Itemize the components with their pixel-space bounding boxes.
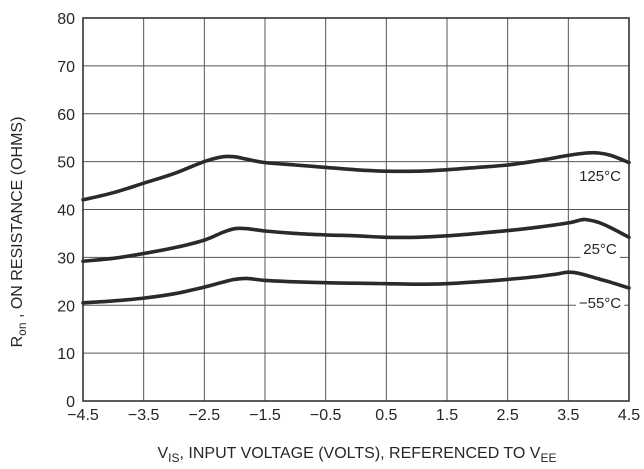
x-tick-label: 4.5 [618, 407, 640, 424]
series-label-minus55c: −55°C [579, 295, 621, 312]
series-label-125c: 125°C [579, 168, 621, 185]
series-label-background [576, 167, 625, 186]
y-axis-title-subscript: on [15, 323, 29, 336]
x-tick-label: 0.5 [375, 407, 397, 424]
x-tick-labels: −4.5 −3.5 −2.5 −1.5 −0.5 0.5 1.5 2.5 3.5 4.5 [67, 407, 640, 424]
y-tick-label: 80 [57, 11, 75, 28]
x-tick-label: −3.5 [128, 407, 160, 424]
x-tick-label: −1.5 [249, 407, 281, 424]
x-tick-label: −0.5 [310, 407, 342, 424]
x-axis-title-subscript: IS [168, 451, 179, 465]
y-tick-label: 40 [57, 203, 75, 220]
y-tick-label: 10 [57, 346, 75, 363]
series-label-background [575, 294, 625, 313]
x-axis-title-rest: , INPUT VOLTAGE (VOLTS), REFERENCED TO V [180, 445, 541, 462]
plot-frame [82, 17, 630, 402]
y-tick-label: 30 [57, 250, 75, 267]
series-line-minus55c [81, 270, 631, 305]
grid [83, 18, 629, 401]
y-axis-title-main: R [9, 336, 26, 348]
series-line-25c [81, 217, 631, 263]
x-axis-title-subscript-2: EE [540, 451, 556, 465]
series-label-background [580, 240, 620, 259]
x-tick-label: 1.5 [436, 407, 458, 424]
y-axis-title: Ron , ON RESISTANCE (OHMS) [9, 117, 29, 348]
y-tick-label: 20 [57, 298, 75, 315]
y-tick-labels: 0 10 20 30 40 50 60 70 80 [57, 11, 75, 411]
series-line-125c [81, 150, 631, 202]
y-axis-title-rest: , ON RESISTANCE (OHMS) [9, 117, 26, 323]
x-tick-label: −2.5 [189, 407, 221, 424]
x-axis-title-main: V [158, 445, 169, 462]
series-label-25c: 25°C [583, 241, 617, 258]
x-axis-title: VIS, INPUT VOLTAGE (VOLTS), REFERENCED T… [158, 445, 557, 465]
x-tick-label: 3.5 [557, 407, 579, 424]
x-tick-label: 2.5 [497, 407, 519, 424]
series-labels: 125°C 25°C −55°C [575, 167, 625, 313]
y-tick-label: 60 [57, 107, 75, 124]
series-group [81, 150, 631, 305]
y-tick-label: 50 [57, 155, 75, 172]
y-tick-label: 0 [66, 394, 75, 411]
y-tick-label: 70 [57, 59, 75, 76]
x-tick-label: −4.5 [67, 407, 99, 424]
